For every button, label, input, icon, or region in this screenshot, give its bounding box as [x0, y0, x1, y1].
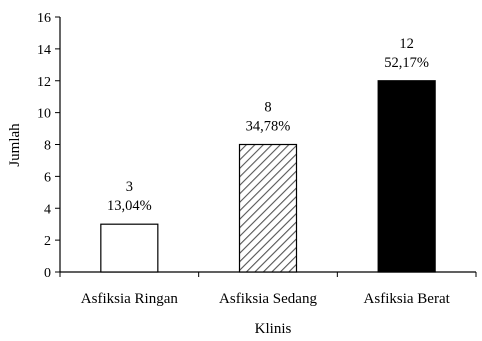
y-tick-label: 8: [44, 139, 51, 154]
bar-1: [100, 223, 159, 273]
bar-3: [377, 80, 436, 273]
x-category-label: Asfiksia Ringan: [81, 291, 179, 307]
bar-value-label: 3: [126, 179, 133, 195]
y-axis-title: Jumlah: [7, 123, 23, 167]
y-tick-label: 14: [37, 43, 51, 58]
y-tick-label: 4: [44, 202, 51, 217]
bar-percent-label: 13,04%: [107, 198, 152, 214]
y-tick-label: 6: [44, 170, 51, 185]
bar-value-label: 12: [399, 36, 414, 52]
bars: [100, 80, 436, 273]
x-category-label: Asfiksia Sedang: [219, 291, 317, 307]
y-tick-label: 2: [44, 234, 51, 249]
bar-value-label: 8: [264, 100, 271, 116]
y-tick-label: 16: [37, 11, 51, 26]
x-axis-title: Klinis: [255, 321, 292, 337]
bar-percent-label: 34,78%: [246, 119, 291, 135]
bar-percent-label: 52,17%: [384, 55, 429, 71]
labels: 3 13,04% Asfiksia Ringan 8 34,78% Asfiksia Se…: [81, 36, 451, 307]
y-tick-label: 10: [37, 107, 51, 122]
x-category-label: Asfiksia Berat: [364, 291, 451, 307]
bar-2: [238, 143, 298, 273]
y-tick-label: 12: [37, 75, 51, 90]
y-tick-label: 0: [44, 266, 51, 281]
